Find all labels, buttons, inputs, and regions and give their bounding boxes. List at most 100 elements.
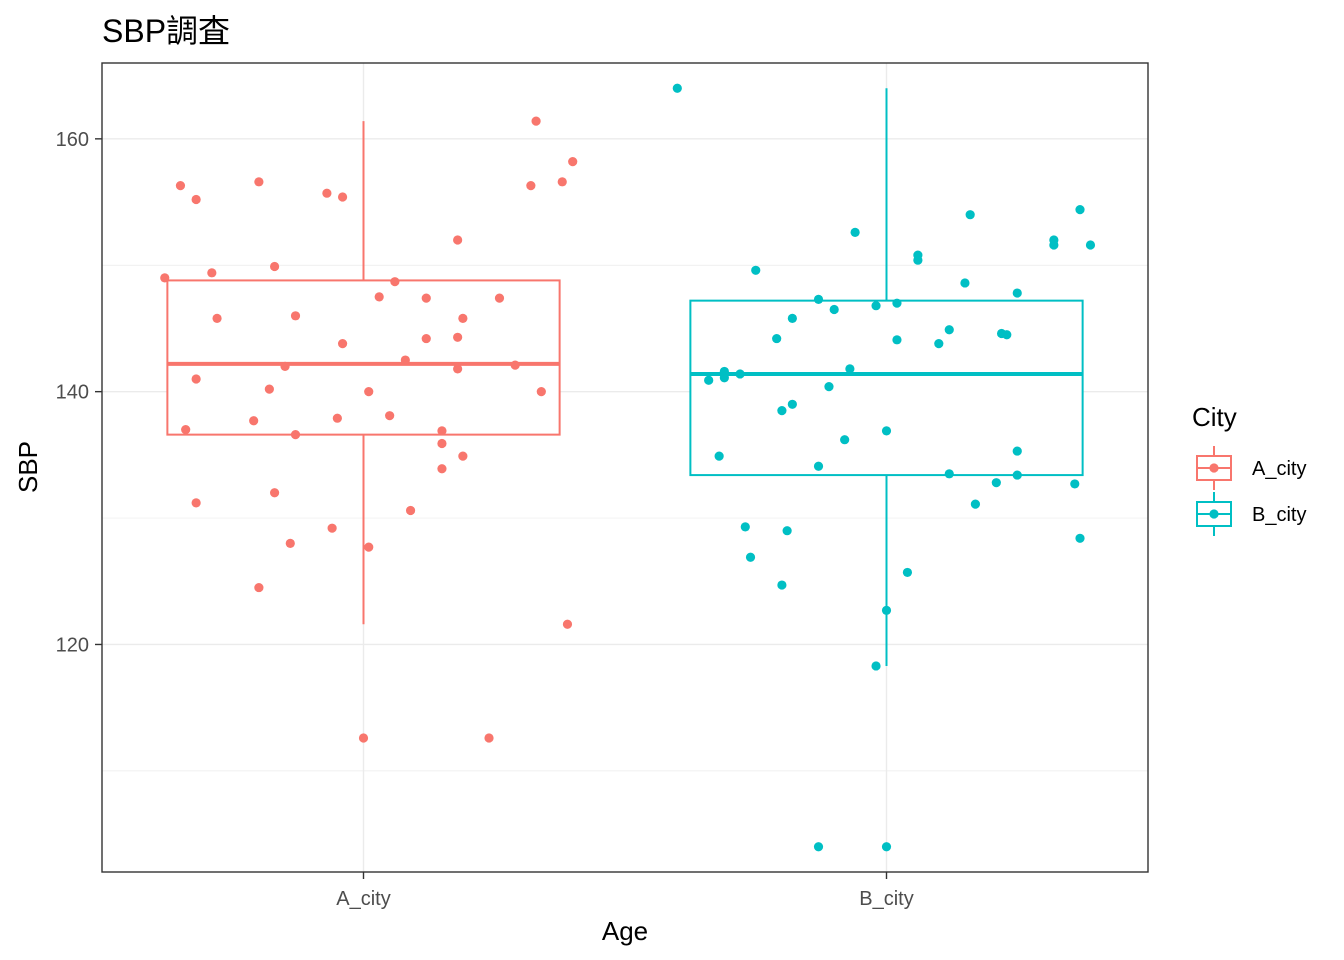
point-B_city (829, 304, 839, 315)
box-A_city (166, 121, 561, 625)
point-B_city (735, 369, 745, 379)
x-axis: A_city B_city (336, 872, 914, 910)
point-A_city (249, 416, 259, 426)
point-A_city (191, 374, 201, 384)
point-A_city (458, 313, 468, 323)
point-B_city (934, 339, 944, 349)
point-A_city (264, 384, 274, 394)
point-A_city (207, 268, 217, 278)
point-B_city (787, 313, 797, 323)
point-B_city (1075, 533, 1085, 543)
point-B_city (813, 842, 824, 852)
point-B_city (1002, 330, 1012, 340)
point-A_city (332, 413, 342, 423)
x-tick-label: B_city (859, 888, 913, 910)
point-B_city (772, 333, 782, 344)
x-axis-title: Age (602, 916, 648, 946)
point-A_city (437, 464, 447, 474)
y-tick-label: 140 (56, 382, 89, 404)
point-A_city (453, 364, 463, 374)
point-B_city (892, 335, 902, 345)
point-B_city (777, 406, 787, 416)
point-A_city (526, 181, 536, 191)
point-B_city (871, 301, 881, 311)
legend-label: B_city (1252, 504, 1306, 526)
point-A_city (254, 177, 264, 187)
chart-title: SBP調査 (102, 13, 230, 49)
legend-key-A_city (1196, 446, 1232, 490)
legend-key-point (1209, 509, 1219, 519)
point-B_city (871, 661, 881, 671)
point-B_city (751, 265, 761, 275)
point-A_city (212, 313, 222, 323)
point-A_city (254, 582, 264, 593)
point-A_city (421, 333, 431, 344)
point-A_city (400, 355, 410, 365)
point-B_city (944, 469, 954, 479)
point-A_city (453, 235, 463, 245)
point-B_city (845, 364, 855, 374)
point-A_city (285, 538, 295, 548)
point-A_city (494, 293, 505, 303)
point-A_city (405, 505, 416, 516)
point-A_city (385, 411, 395, 421)
point-A_city (453, 332, 463, 342)
point-A_city (358, 733, 369, 743)
point-A_city (510, 360, 520, 370)
boxes (166, 88, 1084, 666)
point-B_city (745, 552, 756, 562)
point-B_city (1012, 470, 1022, 480)
point-B_city (881, 605, 892, 615)
point-A_city (458, 451, 468, 461)
point-A_city (269, 261, 280, 272)
point-A_city (562, 619, 573, 629)
point-A_city (390, 277, 400, 287)
point-B_city (960, 278, 970, 288)
point-B_city (719, 373, 729, 383)
point-B_city (944, 325, 954, 335)
point-A_city (364, 387, 374, 397)
point-A_city (337, 339, 348, 349)
point-B_city (1070, 479, 1080, 489)
point-A_city (568, 156, 578, 167)
point-A_city (191, 498, 201, 508)
point-B_city (1012, 446, 1022, 456)
point-A_city (484, 733, 494, 743)
legend-key-B_city (1196, 492, 1232, 536)
point-A_city (290, 430, 301, 440)
point-B_city (719, 366, 729, 377)
panel-border (101, 62, 1149, 873)
point-B_city (714, 451, 724, 461)
point-B_city (840, 435, 850, 445)
point-A_city (437, 438, 447, 449)
y-tick-label: 160 (56, 129, 89, 151)
point-B_city (902, 567, 913, 578)
point-B_city (813, 294, 824, 304)
point-A_city (364, 542, 374, 552)
point-A_city (421, 293, 431, 303)
point-B_city (1075, 205, 1085, 215)
point-B_city (787, 399, 797, 409)
point-A_city (337, 192, 348, 202)
point-A_city (374, 292, 384, 302)
point-B_city (672, 83, 682, 93)
point-B_city (824, 382, 834, 392)
box-B_city (689, 88, 1084, 666)
point-B_city (850, 227, 860, 237)
point-B_city (1085, 240, 1096, 250)
point-A_city (175, 181, 186, 191)
point-B_city (970, 499, 981, 509)
point-A_city (327, 523, 337, 533)
point-A_city (322, 188, 332, 198)
point-A_city (290, 311, 301, 321)
point-B_city (991, 478, 1001, 488)
point-B_city (813, 461, 824, 471)
x-tick-label: A_city (336, 888, 390, 910)
y-tick-label: 120 (56, 634, 89, 656)
point-A_city (160, 273, 170, 283)
point-B_city (777, 580, 787, 590)
point-A_city (269, 488, 280, 498)
legend-keys: A_city B_city (1196, 446, 1306, 536)
point-A_city (280, 361, 290, 371)
point-B_city (881, 426, 892, 436)
